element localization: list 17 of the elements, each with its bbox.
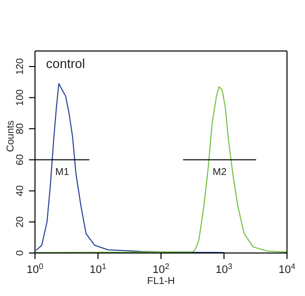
x-axis-title: FL1-H <box>147 276 175 287</box>
y-tick-label: 40 <box>15 184 26 196</box>
y-axis-title: Counts <box>6 120 17 152</box>
x-tick-label: 10$^{2}$ <box>152 262 170 276</box>
series-label: M1 <box>55 166 70 178</box>
x-tick-label: 10$^{3}$ <box>216 262 233 276</box>
x-tick-label: 10$^{0}$ <box>26 262 44 276</box>
y-tick-label: 80 <box>15 122 26 134</box>
y-tick-label: 60 <box>15 154 26 166</box>
y-tick-label: 120 <box>15 58 26 75</box>
x-tick-label: 10$^{4}$ <box>278 262 296 276</box>
annotation: control <box>46 56 86 71</box>
x-tick-label: 10$^{1}$ <box>90 262 107 276</box>
y-tick-label: 20 <box>15 216 26 228</box>
series-label: M2 <box>212 166 227 178</box>
y-tick-label: 0 <box>15 250 26 256</box>
y-tick-label: 100 <box>15 88 26 106</box>
